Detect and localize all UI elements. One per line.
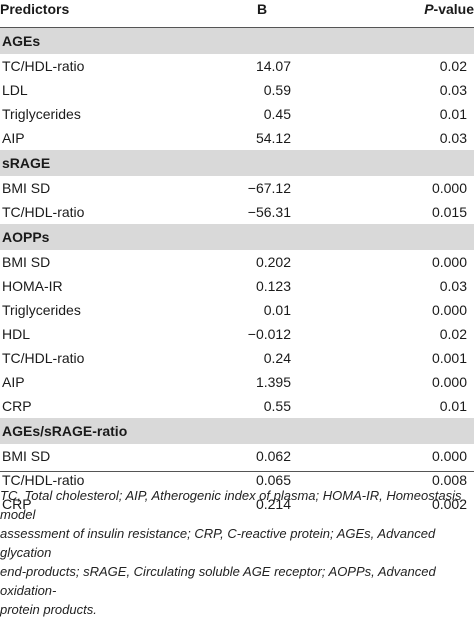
table-row: TC/HDL-ratio 0.24 0.001: [0, 346, 474, 370]
table-body: AGEs TC/HDL-ratio 14.07 0.02 LDL 0.59 0.03 Trig…: [0, 28, 474, 516]
header-b: B: [256, 1, 268, 17]
p-value-cell: 0.000: [431, 302, 467, 318]
footnote-line: assessment of insulin resistance; CRP, C…: [0, 526, 436, 560]
b-cell: −0.012: [247, 326, 291, 342]
p-value-cell: 0.02: [439, 58, 467, 74]
section-header: AOPPs: [0, 224, 474, 250]
p-value-cell: 0.000: [431, 254, 467, 270]
header-rule: [0, 27, 474, 28]
table-row: LDL 0.59 0.03: [0, 78, 474, 102]
b-cell: 0.202: [255, 254, 291, 270]
b-cell: 54.12: [255, 130, 291, 146]
section-header: AGEs: [0, 28, 474, 54]
header-p-rest: -value: [433, 1, 474, 17]
header-predictors: Predictors: [0, 1, 70, 17]
predictor-cell: TC/HDL-ratio: [2, 472, 85, 488]
header-p-italic: P: [424, 1, 434, 17]
table-footnote: TC, Total cholesterol; AIP, Atherogenic …: [0, 486, 474, 619]
table-row: HDL −0.012 0.02: [0, 322, 474, 346]
predictor-cell: TC/HDL-ratio: [2, 204, 85, 220]
table-header: Predictors B P-value: [0, 0, 474, 28]
b-cell: 1.395: [255, 374, 291, 390]
b-cell: 14.07: [255, 58, 291, 74]
predictor-cell: CRP: [2, 496, 32, 512]
p-value-cell: 0.000: [431, 374, 467, 390]
footnote-line: protein products.: [0, 602, 97, 617]
table-row: AIP 54.12 0.03: [0, 126, 474, 150]
predictor-cell: HOMA-IR: [2, 278, 63, 294]
predictor-cell: TC/HDL-ratio: [2, 350, 85, 366]
table-row: BMI SD 0.062 0.000: [0, 444, 474, 468]
b-cell: 0.55: [263, 398, 291, 414]
b-cell: 0.062: [255, 448, 291, 464]
predictor-cell: TC/HDL-ratio: [2, 58, 85, 74]
header-p-value: P-value: [424, 1, 474, 17]
p-value-cell: 0.015: [431, 204, 467, 220]
p-value-cell: 0.02: [439, 326, 467, 342]
table-row: BMI SD −67.12 0.000: [0, 176, 474, 200]
table-row: BMI SD 0.202 0.000: [0, 250, 474, 274]
p-value-cell: 0.01: [439, 398, 467, 414]
b-cell: −67.12: [247, 180, 291, 196]
b-cell: 0.01: [263, 302, 291, 318]
b-cell: −56.31: [247, 204, 291, 220]
b-cell: 0.59: [263, 82, 291, 98]
predictor-cell: AIP: [2, 130, 25, 146]
footnote-line: TC, Total cholesterol; AIP, Atherogenic …: [0, 488, 462, 522]
p-value-cell: 0.000: [431, 180, 467, 196]
table-row: CRP 0.55 0.01: [0, 394, 474, 418]
section-title: AGEs: [2, 33, 41, 49]
table-row: HOMA-IR 0.123 0.03: [0, 274, 474, 298]
b-cell: 0.214: [255, 496, 291, 512]
predictor-cell: BMI SD: [2, 254, 51, 270]
predictor-cell: BMI SD: [2, 448, 51, 464]
table-row: AIP 1.395 0.000: [0, 370, 474, 394]
p-value-cell: 0.001: [431, 350, 467, 366]
p-value-cell: 0.008: [431, 472, 467, 488]
section-title: sRAGE: [2, 155, 51, 171]
section-header: sRAGE: [0, 150, 474, 176]
predictor-cell: Triglycerides: [2, 106, 81, 122]
bottom-rule: [0, 471, 474, 472]
regression-table: Predictors B P-value AGEs TC/HDL-ratio 14.…: [0, 0, 474, 516]
table-row: TC/HDL-ratio −56.31 0.015: [0, 200, 474, 224]
p-value-cell: 0.01: [439, 106, 467, 122]
p-value-cell: 0.03: [439, 82, 467, 98]
section-title: AGEs/sRAGE-ratio: [2, 423, 128, 439]
table-row: TC/HDL-ratio 0.065 0.008: [0, 468, 474, 492]
table-row: Triglycerides 0.01 0.000: [0, 298, 474, 322]
p-value-cell: 0.000: [431, 448, 467, 464]
predictor-cell: Triglycerides: [2, 302, 81, 318]
predictor-cell: AIP: [2, 374, 25, 390]
p-value-cell: 0.03: [439, 130, 467, 146]
b-cell: 0.065: [255, 472, 291, 488]
footnote-line: end-products; sRAGE, Circulating soluble…: [0, 564, 436, 598]
p-value-cell: 0.002: [431, 496, 467, 512]
section-title: AOPPs: [2, 229, 50, 245]
predictor-cell: HDL: [2, 326, 31, 342]
b-cell: 0.24: [263, 350, 291, 366]
predictor-cell: CRP: [2, 398, 32, 414]
table-row: TC/HDL-ratio 14.07 0.02: [0, 54, 474, 78]
predictor-cell: BMI SD: [2, 180, 51, 196]
table-row: Triglycerides 0.45 0.01: [0, 102, 474, 126]
b-cell: 0.45: [263, 106, 291, 122]
b-cell: 0.123: [255, 278, 291, 294]
section-header: AGEs/sRAGE-ratio: [0, 418, 474, 444]
table-row: CRP 0.214 0.002: [0, 492, 474, 516]
p-value-cell: 0.03: [439, 278, 467, 294]
predictor-cell: LDL: [2, 82, 28, 98]
